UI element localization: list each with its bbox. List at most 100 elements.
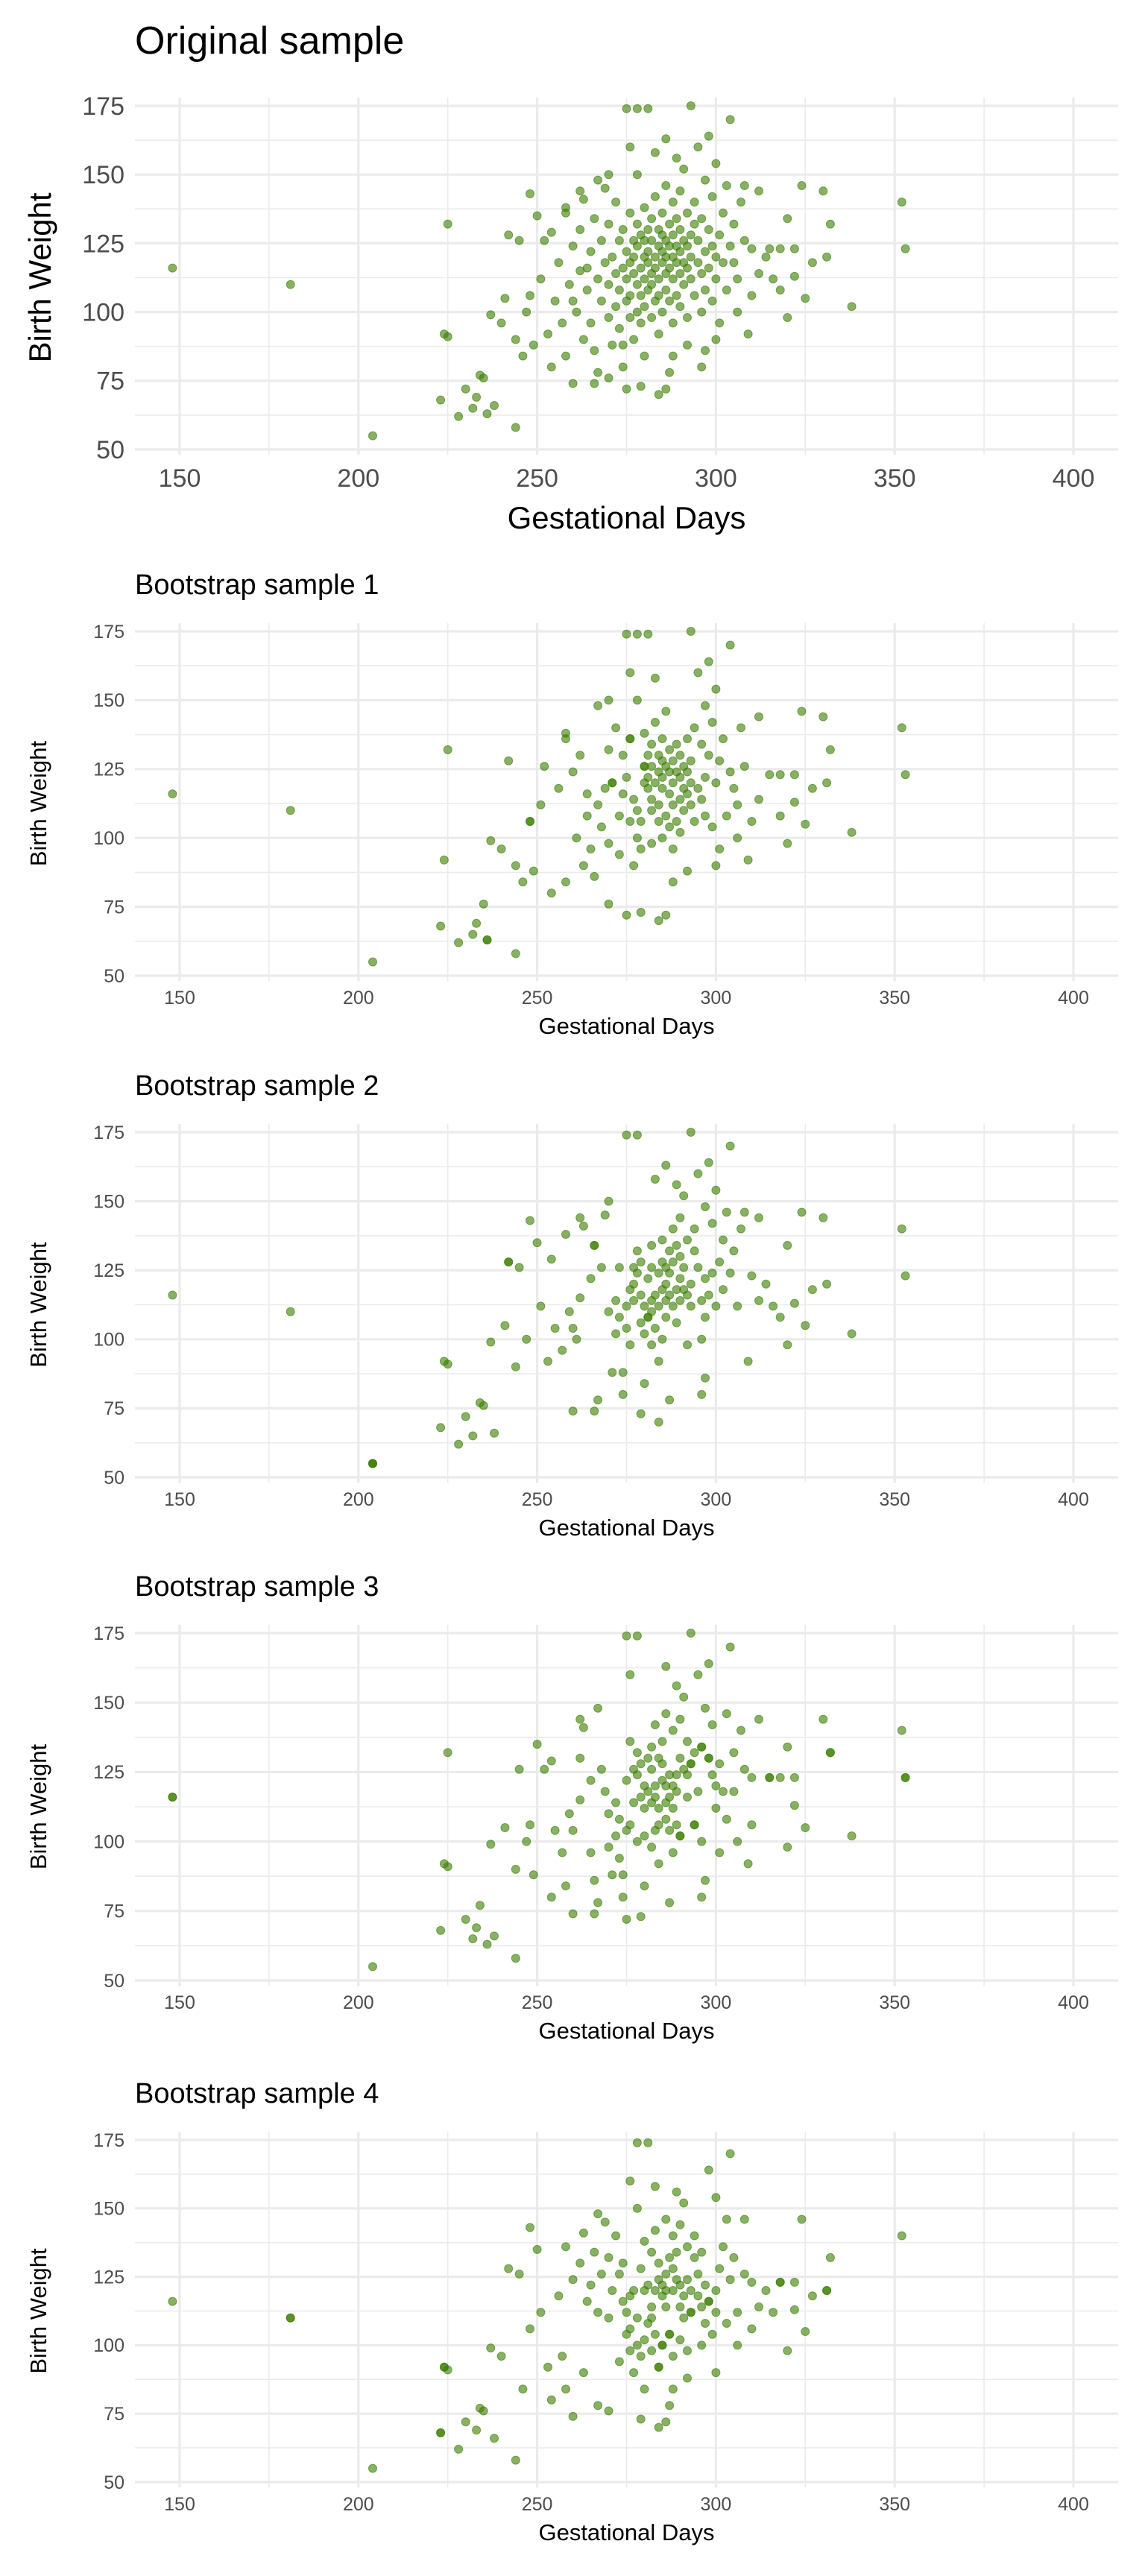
data-point [675, 247, 685, 256]
panel-title: Bootstrap sample 1 [135, 569, 379, 601]
data-point [526, 189, 534, 198]
data-point [593, 2209, 603, 2219]
data-point [675, 827, 685, 837]
data-point [558, 318, 567, 328]
data-point [807, 258, 817, 268]
data-point [665, 1825, 675, 1835]
data-point [479, 373, 488, 383]
data-point [693, 258, 703, 268]
data-point [561, 2242, 570, 2252]
data-point [711, 1301, 721, 1311]
data-point [511, 1362, 520, 1371]
data-point [704, 1290, 713, 1300]
y-tick-label: 150 [93, 690, 124, 711]
data-point [622, 629, 631, 639]
data-point [675, 186, 685, 196]
x-tick-label: 250 [522, 1489, 553, 1510]
data-point [586, 1274, 596, 1284]
data-point [675, 1831, 685, 1841]
data-point [611, 1329, 621, 1339]
data-point [636, 1793, 646, 1802]
data-point [693, 1169, 703, 1178]
data-point [496, 845, 506, 853]
data-point [683, 1235, 692, 1245]
data-point [564, 280, 574, 289]
data-point [690, 1748, 699, 1758]
data-point [733, 1837, 742, 1846]
data-point [775, 1313, 785, 1322]
data-point [629, 335, 639, 344]
data-point [701, 2319, 710, 2328]
data-point [650, 1825, 660, 1835]
data-point [482, 935, 492, 944]
data-point [733, 2308, 742, 2317]
data-point [590, 1875, 599, 1885]
data-point [629, 1295, 639, 1305]
data-point [679, 2313, 689, 2323]
data-point [550, 296, 560, 306]
data-point [550, 1324, 560, 1333]
data-point [618, 751, 628, 760]
data-point [578, 2368, 588, 2378]
panel-2: 50 75 100 125 150 175 150 200 250 300 350 400 Gestat… [25, 569, 1118, 1039]
data-point [693, 1263, 703, 1272]
data-point [661, 1709, 671, 1719]
data-point [522, 1837, 532, 1846]
data-point [532, 1238, 542, 1248]
data-point [593, 367, 603, 377]
data-point [590, 1407, 599, 1416]
data-point [715, 1257, 725, 1267]
data-point [668, 2264, 678, 2273]
data-point [558, 1848, 567, 1857]
data-point [554, 2291, 564, 2301]
data-point [468, 1431, 478, 1441]
data-point [693, 783, 703, 793]
data-point [672, 214, 681, 224]
data-point [679, 1692, 689, 1702]
x-tick-label: 150 [164, 2494, 195, 2515]
data-point [636, 2264, 646, 2273]
data-point [622, 1631, 631, 1641]
data-point [632, 1268, 642, 1278]
data-point [490, 2434, 499, 2443]
data-point [654, 2422, 663, 2432]
data-point [568, 2275, 578, 2285]
data-point [575, 186, 585, 196]
data-point [529, 340, 538, 350]
data-point [622, 1775, 631, 1785]
data-point [715, 318, 725, 328]
data-point [754, 712, 763, 722]
data-point [729, 1787, 739, 1796]
data-point [711, 2368, 721, 2378]
data-point [647, 762, 657, 771]
x-tick-label: 400 [1058, 988, 1089, 1008]
data-point [675, 269, 685, 278]
data-point [697, 739, 707, 749]
data-point [654, 291, 663, 300]
data-point [701, 346, 710, 356]
data-point [722, 1814, 731, 1824]
data-point [511, 335, 520, 344]
x-tick-label: 200 [343, 1992, 374, 2013]
data-point [604, 219, 613, 229]
data-point [747, 2324, 757, 2334]
data-point [622, 104, 631, 113]
data-point [733, 800, 742, 809]
data-point [611, 2231, 621, 2241]
data-point [668, 274, 678, 284]
data-point [625, 734, 635, 744]
data-point [657, 2340, 667, 2350]
data-point [632, 1246, 642, 1256]
data-point [625, 817, 635, 826]
data-point [550, 1825, 560, 1835]
data-point [668, 1803, 678, 1813]
data-point [690, 2231, 699, 2241]
data-point [636, 291, 646, 300]
data-point [672, 2247, 681, 2257]
data-point [650, 1175, 660, 1184]
data-point [546, 227, 556, 237]
data-point [697, 362, 707, 372]
data-point [629, 2286, 639, 2295]
data-point [672, 817, 681, 826]
data-point [701, 1202, 710, 1211]
